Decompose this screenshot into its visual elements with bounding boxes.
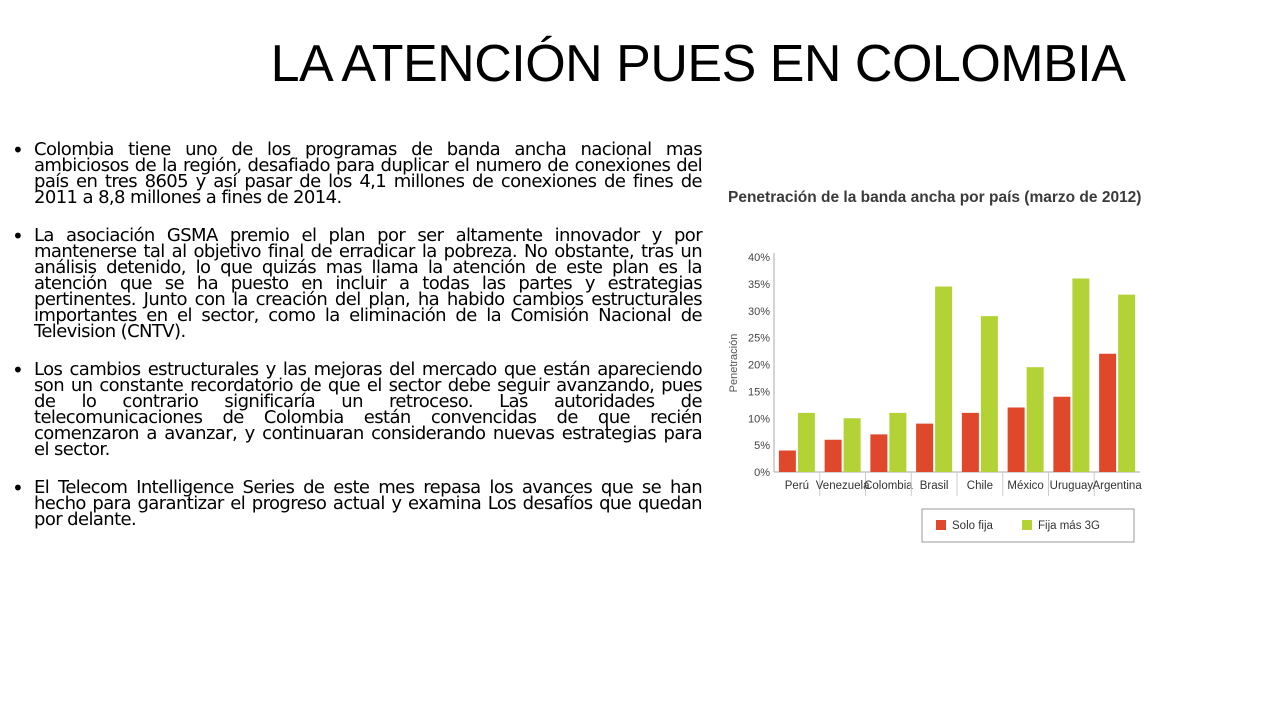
y-axis-label: Penetración xyxy=(728,334,740,393)
bar-fija-m-s-3g xyxy=(935,286,953,472)
y-tick-label: 30% xyxy=(748,306,770,318)
bar-solo-fija xyxy=(1053,396,1071,472)
y-tick-label: 20% xyxy=(748,360,770,372)
y-tick-label: 40% xyxy=(748,252,770,264)
bullet-list: Colombia tiene uno de los programas de b… xyxy=(12,141,703,550)
legend-swatch xyxy=(936,520,946,530)
x-tick-label: Uruguay xyxy=(1050,480,1094,492)
slide-title: LA ATENCIÓN PUES EN COLOMBIA xyxy=(270,35,1126,93)
bar-fija-m-s-3g xyxy=(889,412,907,472)
broadband-chart: Penetración de la banda ancha por país (… xyxy=(720,170,1200,560)
legend-label: Fija más 3G xyxy=(1038,520,1100,532)
bullet-item: Colombia tiene uno de los programas de b… xyxy=(12,141,703,207)
chart-svg: Penetración de la banda ancha por país (… xyxy=(728,189,1143,543)
y-tick-label: 15% xyxy=(748,386,770,398)
bar-fija-m-s-3g xyxy=(843,418,861,472)
bar-fija-m-s-3g xyxy=(1026,367,1044,472)
bar-solo-fija xyxy=(778,450,796,472)
bullet-item: Los cambios estructurales y las mejoras … xyxy=(12,361,703,459)
bar-fija-m-s-3g xyxy=(980,316,998,472)
legend-label: Solo fija xyxy=(952,520,994,532)
bar-solo-fija xyxy=(1007,407,1025,472)
x-tick-label: México xyxy=(1007,480,1043,492)
x-tick-label: Argentina xyxy=(1093,480,1143,492)
x-tick-label: Chile xyxy=(967,480,993,492)
y-tick-label: 10% xyxy=(748,413,770,425)
bar-solo-fija xyxy=(870,434,888,472)
legend-swatch xyxy=(1022,520,1032,530)
bar-fija-m-s-3g xyxy=(1072,278,1090,472)
y-tick-label: 5% xyxy=(754,440,770,452)
y-tick-label: 0% xyxy=(754,467,770,479)
bar-fija-m-s-3g xyxy=(1118,294,1136,472)
bar-fija-m-s-3g xyxy=(797,412,815,472)
y-tick-label: 35% xyxy=(748,279,770,291)
chart-title: Penetración de la banda ancha por país (… xyxy=(728,189,1141,206)
bullet-item: La asociación GSMA premio el plan por se… xyxy=(12,227,703,341)
bar-solo-fija xyxy=(1099,353,1117,472)
x-tick-label: Venezuela xyxy=(816,480,870,492)
bar-solo-fija xyxy=(916,423,934,472)
bar-solo-fija xyxy=(961,412,979,472)
bullet-item: El Telecom Intelligence Series de este m… xyxy=(12,479,703,529)
x-tick-label: Brasil xyxy=(920,480,949,492)
legend-box xyxy=(921,508,1135,543)
x-tick-label: Perú xyxy=(785,480,809,492)
x-tick-label: Colombia xyxy=(864,480,913,492)
y-tick-label: 25% xyxy=(748,333,770,345)
bar-solo-fija xyxy=(824,439,842,472)
